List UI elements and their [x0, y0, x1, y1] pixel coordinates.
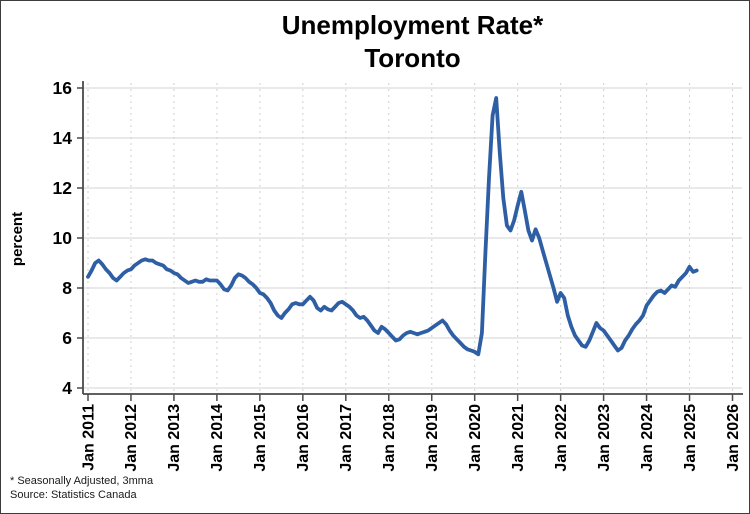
- unemployment-rate-line: [86, 96, 699, 357]
- x-tick-label: Jan 2015: [252, 404, 269, 472]
- y-tick-label: 10: [53, 228, 73, 248]
- x-tick-label: Jan 2024: [639, 404, 656, 472]
- y-tick-label: 14: [53, 128, 73, 148]
- y-tick-label: 8: [62, 278, 72, 298]
- y-tick-label: 12: [53, 178, 73, 198]
- footnote-seasonally-adjusted: * Seasonally Adjusted, 3mma: [10, 475, 154, 487]
- x-tick-label: Jan 2016: [295, 404, 312, 472]
- y-tick-label: 4: [62, 378, 72, 398]
- x-tick-label: Jan 2019: [424, 404, 441, 472]
- chart-subtitle: Toronto: [364, 43, 461, 73]
- x-tick-label: Jan 2023: [596, 404, 613, 472]
- chart-title-block: Unemployment Rate* Toronto: [83, 9, 742, 75]
- x-tick-label: Jan 2011: [80, 404, 97, 471]
- x-tick-label: Jan 2012: [123, 404, 140, 472]
- x-tick-label: Jan 2026: [725, 404, 742, 472]
- x-tick-label: Jan 2021: [510, 404, 527, 472]
- x-tick-label: Jan 2014: [209, 404, 226, 472]
- y-tick-label: 16: [53, 78, 73, 98]
- x-tick-label: Jan 2025: [682, 404, 699, 472]
- x-tick-label: Jan 2020: [467, 404, 484, 472]
- chart-title: Unemployment Rate*: [281, 10, 544, 40]
- x-tick-label: Jan 2022: [553, 404, 570, 472]
- x-tick-label: Jan 2018: [381, 404, 398, 472]
- x-tick-label: Jan 2013: [166, 404, 183, 472]
- y-tick-label: 6: [62, 328, 72, 348]
- footnote-source: Source: Statistics Canada: [10, 489, 137, 501]
- x-tick-label: Jan 2017: [338, 404, 355, 472]
